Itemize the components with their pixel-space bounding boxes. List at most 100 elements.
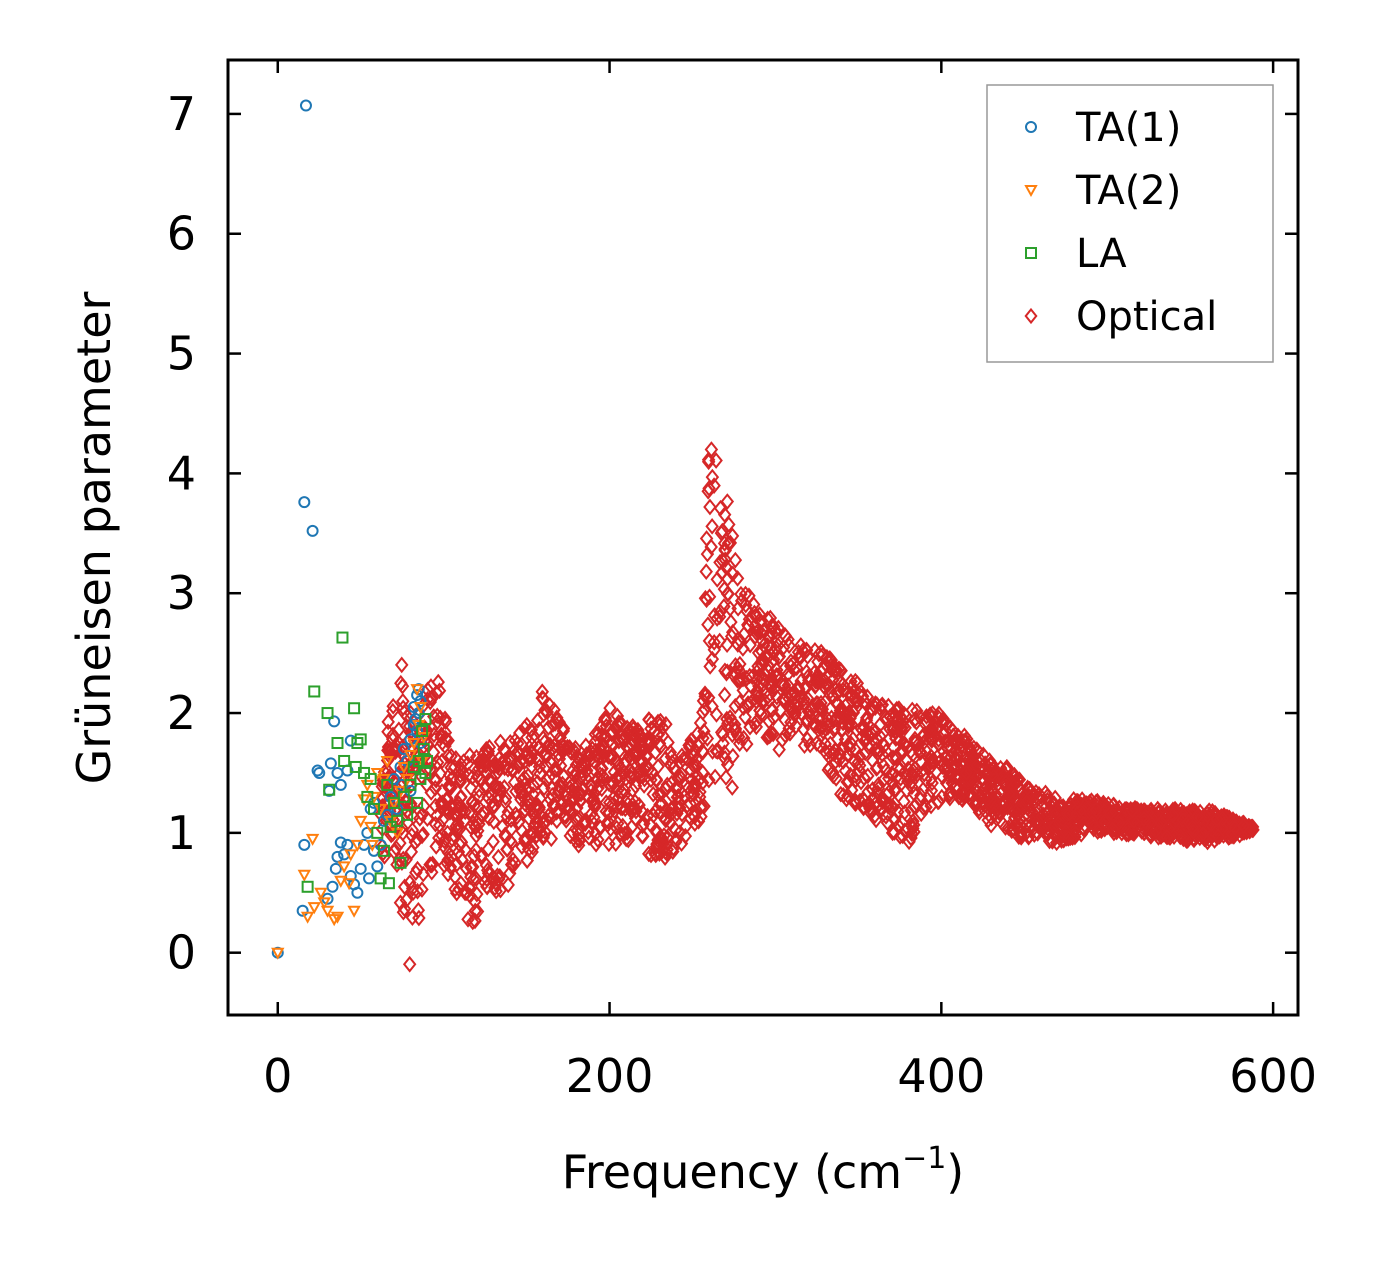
optical-point: [1049, 834, 1064, 852]
optical-point: [843, 766, 858, 784]
optical-point: [506, 851, 520, 869]
optical-point: [690, 725, 705, 743]
optical-point: [585, 813, 599, 830]
optical-point: [628, 728, 642, 746]
optical-point: [770, 688, 784, 706]
la-point: [412, 754, 425, 767]
optical-point: [620, 719, 634, 737]
optical-point: [584, 805, 599, 823]
optical-point: [675, 747, 689, 765]
optical-point: [724, 613, 738, 631]
axis-ticks: 0 200 400 600 0 1 2 3 4 5 6 7: [167, 60, 1317, 1103]
optical-point: [671, 770, 685, 788]
optical-point: [591, 771, 605, 789]
optical-point: [502, 865, 517, 882]
optical-point: [841, 787, 855, 804]
optical-point: [907, 816, 921, 834]
y-tick-label: 3: [167, 566, 196, 620]
optical-point: [535, 689, 549, 707]
la-point: [323, 783, 336, 796]
optical-point: [538, 823, 552, 840]
optical-point: [949, 749, 964, 767]
optical-point: [479, 740, 494, 758]
ta-2-point: [342, 878, 356, 891]
optical-point: [517, 753, 531, 771]
optical-point: [858, 744, 872, 762]
la-point: [301, 880, 314, 893]
ta-1-point: [313, 766, 326, 779]
optical-point: [570, 812, 584, 829]
ta-1-point: [328, 715, 341, 728]
ta-1-point: [298, 496, 311, 509]
optical-point: [728, 551, 743, 569]
optical-point: [701, 451, 716, 469]
optical-point: [1236, 817, 1251, 835]
optical-point: [1125, 802, 1140, 819]
optical-point: [829, 770, 843, 787]
ta-1-point: [331, 850, 344, 863]
optical-point: [664, 748, 679, 766]
la-point: [354, 733, 367, 746]
optical-point: [1190, 808, 1205, 826]
optical-point: [793, 649, 807, 667]
optical-point: [553, 729, 567, 746]
optical-point: [465, 792, 480, 810]
optical-point: [518, 801, 532, 819]
optical-point: [950, 744, 965, 762]
optical-point: [741, 695, 755, 712]
optical-point: [698, 685, 712, 703]
optical-point: [481, 788, 495, 806]
ta-1-point: [299, 99, 312, 112]
optical-point: [498, 789, 513, 807]
optical-point: [563, 827, 578, 845]
optical-point: [887, 824, 902, 841]
optical-point: [800, 731, 815, 748]
optical-point: [501, 803, 516, 821]
optical-point: [1163, 829, 1177, 846]
optical-point: [855, 721, 870, 739]
optical-point: [923, 751, 937, 769]
optical-point: [670, 778, 684, 796]
optical-point: [1158, 802, 1173, 819]
optical-point: [703, 658, 717, 675]
optical-point: [925, 774, 939, 792]
optical-point: [757, 637, 771, 654]
optical-point: [808, 673, 823, 690]
optical-point: [382, 770, 397, 788]
optical-point: [701, 453, 716, 471]
optical-point: [387, 843, 401, 861]
optical-point: [789, 717, 803, 735]
optical-point: [518, 795, 532, 813]
optical-point: [587, 785, 602, 802]
optical-point: [675, 805, 689, 823]
optical-point: [804, 702, 818, 720]
optical-point: [989, 764, 1004, 782]
x-axis-label-superscript: −1: [902, 1141, 946, 1176]
optical-point: [740, 735, 754, 753]
optical-point: [699, 591, 714, 609]
optical-point: [1003, 778, 1017, 796]
ta-2-point: [307, 902, 321, 915]
optical-point: [725, 527, 740, 545]
optical-point: [1061, 830, 1076, 847]
optical-point: [1060, 805, 1075, 823]
optical-point: [441, 851, 455, 869]
ta-2-point: [300, 911, 315, 924]
optical-point: [658, 750, 673, 767]
optical-point: [1019, 793, 1034, 811]
optical-point: [589, 835, 603, 853]
ta-1-point: [397, 742, 410, 755]
ta-2-point: [305, 833, 320, 846]
optical-point: [1224, 824, 1239, 842]
optical-point: [403, 874, 417, 891]
optical-point: [395, 677, 410, 695]
optical-point: [720, 663, 735, 681]
ta-1-point: [411, 689, 424, 702]
optical-point: [935, 788, 949, 806]
optical-point: [744, 694, 758, 712]
optical-point: [1089, 801, 1103, 819]
optical-point: [814, 694, 828, 712]
optical-point: [497, 759, 512, 777]
ta-1-point: [296, 904, 309, 917]
